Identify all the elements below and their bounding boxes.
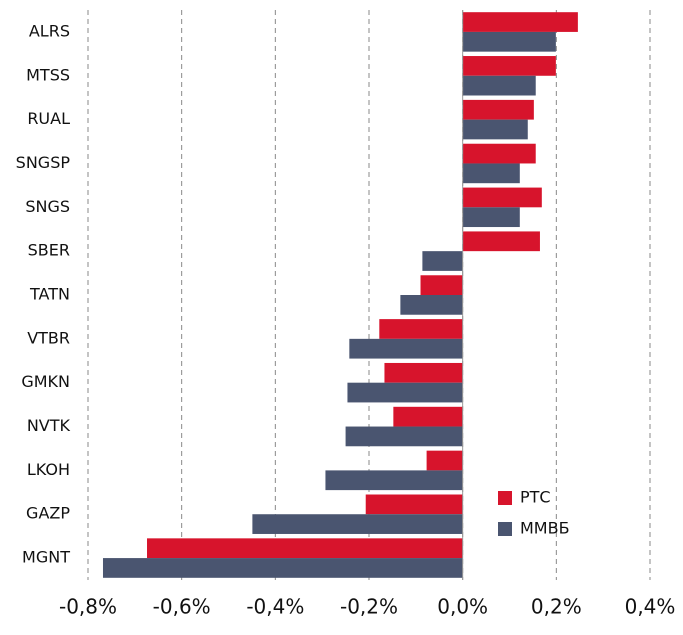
x-tick-label: 0,2% <box>531 595 582 619</box>
bar <box>462 143 536 164</box>
bar <box>349 338 463 359</box>
bar <box>462 75 536 96</box>
bar <box>400 295 463 315</box>
x-tick-label: -0,2% <box>340 595 398 619</box>
bar <box>420 275 463 295</box>
bar <box>462 31 556 52</box>
y-tick-label: SBER <box>28 241 70 260</box>
y-tick-label: MTSS <box>26 65 70 84</box>
x-tick-label: -0,8% <box>59 595 117 619</box>
x-tick-label: 0,0% <box>437 595 488 619</box>
y-tick-label: TATN <box>29 285 70 304</box>
y-tick-label: SNGS <box>25 197 70 216</box>
bar <box>147 538 463 559</box>
y-tick-label: GMKN <box>21 372 70 391</box>
y-tick-label: GAZP <box>26 504 70 523</box>
bar <box>379 319 463 339</box>
y-tick-label: ALRS <box>29 21 70 40</box>
bar <box>462 119 528 140</box>
bar <box>462 231 540 252</box>
bar <box>384 362 463 383</box>
x-tick-label: -0,6% <box>153 595 211 619</box>
x-tick-label: 0,4% <box>625 595 676 619</box>
bar <box>462 163 520 184</box>
legend-swatch <box>498 522 512 536</box>
y-tick-label: SNGSP <box>16 153 71 172</box>
bar <box>462 99 534 120</box>
y-tick-label: LKOH <box>27 460 70 479</box>
bar <box>102 558 463 578</box>
bar <box>365 494 463 515</box>
bar <box>325 470 463 491</box>
y-tick-label: MGNT <box>22 548 70 567</box>
bar <box>422 251 463 271</box>
bar <box>393 406 463 427</box>
legend-label: РТС <box>520 488 551 507</box>
legend-label: ММВБ <box>520 519 570 538</box>
y-tick-label: NVTK <box>27 416 71 435</box>
bar <box>462 187 542 208</box>
bar <box>345 426 463 447</box>
legend-swatch <box>498 491 512 505</box>
bar <box>462 207 520 228</box>
y-tick-label: VTBR <box>27 328 70 347</box>
bar <box>462 12 578 32</box>
bar <box>462 56 556 76</box>
y-tick-label: RUAL <box>27 109 70 128</box>
x-tick-label: -0,4% <box>246 595 304 619</box>
bar <box>252 514 463 534</box>
bar <box>426 450 463 471</box>
bar <box>347 382 463 403</box>
